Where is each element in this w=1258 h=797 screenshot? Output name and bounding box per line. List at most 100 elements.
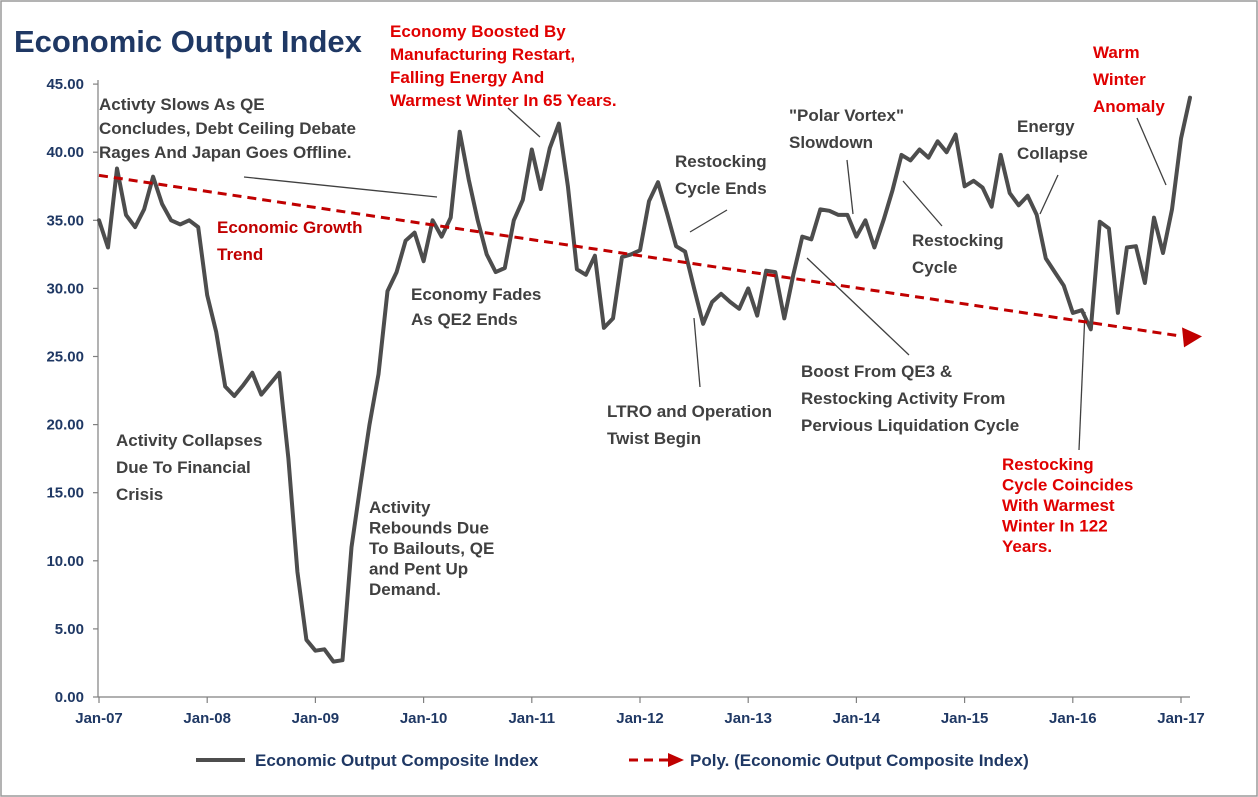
x-tick-label: Jan-12 <box>616 710 664 727</box>
legend-item-poly-trend: Poly. (Economic Output Composite Index) <box>629 751 1029 770</box>
y-tick-label: 35.00 <box>46 212 84 229</box>
annotation-leader-line <box>1078 311 1086 451</box>
annotation-line: Pervious Liquidation Cycle <box>801 416 1019 435</box>
annotation-leader-line <box>806 257 910 356</box>
annotation-line: Winter In 122 <box>1002 517 1108 536</box>
annotation-restocking-cycle: Restocking Cycle <box>912 231 1004 277</box>
y-tick-label: 5.00 <box>55 621 84 638</box>
annotation-line: Winter <box>1093 70 1146 89</box>
annotation-line: Rebounds Due <box>369 519 489 538</box>
legend-item-composite-index: Economic Output Composite Index <box>196 751 539 770</box>
annotations: Economy Boosted By Manufacturing Restart,… <box>99 22 1165 599</box>
annotation-line: Due To Financial <box>116 458 251 477</box>
annotation-line: Activity Collapses <box>116 431 262 450</box>
annotation-restocking-ends: Restocking Cycle Ends <box>675 152 767 198</box>
annotation-leader-line <box>1039 174 1059 215</box>
annotation-polar-vortex: "Polar Vortex" Slowdown <box>789 106 904 152</box>
annotation-qe3: Boost From QE3 & Restocking Activity From… <box>801 362 1019 435</box>
x-tick-label: Jan-08 <box>183 710 231 727</box>
x-tick-label: Jan-09 <box>292 710 340 727</box>
x-tick-label: Jan-15 <box>941 710 989 727</box>
annotation-line: Activity <box>369 498 431 517</box>
y-tick-label: 25.00 <box>46 349 84 366</box>
annotation-energy-collapse: Energy Collapse <box>1017 117 1088 163</box>
annotation-line: Energy <box>1017 117 1075 136</box>
x-tick-label: Jan-13 <box>724 710 772 727</box>
y-axis-ticks: 0.00 5.00 10.00 15.00 20.00 25.00 30.00 35.00 40… <box>46 76 98 706</box>
chart-title: Economic Output Index <box>14 24 363 59</box>
annotation-leader-line <box>507 107 541 138</box>
annotation-leader-line <box>1136 117 1167 186</box>
x-tick-label: Jan-07 <box>75 710 123 727</box>
annotation-line: Twist Begin <box>607 429 701 448</box>
y-tick-label: 40.00 <box>46 144 84 161</box>
series-line-economic-output <box>97 95 1192 664</box>
annotation-line: Demand. <box>369 580 441 599</box>
annotation-line: Slowdown <box>789 133 873 152</box>
x-tick-label: Jan-11 <box>508 710 555 727</box>
annotation-line: Restocking <box>675 152 767 171</box>
annotation-line: Concludes, Debt Ceiling Debate <box>99 119 356 138</box>
annotation-leaders <box>243 107 1167 451</box>
annotation-line: Manufacturing Restart, <box>390 45 575 64</box>
legend-arrowhead <box>668 753 684 767</box>
annotation-line: Restocking Activity From <box>801 389 1005 408</box>
annotation-leader-line <box>689 209 728 233</box>
annotation-line: Falling Energy And <box>390 68 544 87</box>
annotation-line: Activty Slows As QE <box>99 95 265 114</box>
annotation-line: Anomaly <box>1093 97 1165 116</box>
trend-arrowhead <box>1182 327 1203 348</box>
y-tick-label: 10.00 <box>46 553 84 570</box>
y-tick-label: 30.00 <box>46 280 84 297</box>
trend-line <box>98 173 1179 338</box>
legend-label: Economic Output Composite Index <box>255 751 539 770</box>
y-tick-label: 0.00 <box>55 689 84 706</box>
annotation-line: Rages And Japan Goes Offline. <box>99 143 352 162</box>
y-tick-label: 45.00 <box>46 76 84 93</box>
annotation-line: To Bailouts, QE <box>369 539 494 558</box>
x-axis-ticks: Jan-07 Jan-08 Jan-09 Jan-10 Jan-11 Jan-12 Jan-… <box>75 697 1205 727</box>
annotation-line: Crisis <box>116 485 163 504</box>
annotation-line: Years. <box>1002 537 1052 556</box>
annotation-boosted: Economy Boosted By Manufacturing Restart,… <box>390 22 617 110</box>
annotation-line: Boost From QE3 & <box>801 362 952 381</box>
annotation-line: Collapse <box>1017 144 1088 163</box>
annotation-line: LTRO and Operation <box>607 402 772 421</box>
annotation-line: Restocking <box>1002 455 1094 474</box>
annotation-line: Warmest Winter In 65 Years. <box>390 91 617 110</box>
annotation-line: Restocking <box>912 231 1004 250</box>
x-tick-label: Jan-14 <box>833 710 881 727</box>
annotation-line: Cycle <box>912 258 957 277</box>
y-tick-label: 20.00 <box>46 417 84 434</box>
legend: Economic Output Composite Index Poly. (Ec… <box>196 751 1029 770</box>
legend-label: Poly. (Economic Output Composite Index) <box>690 751 1029 770</box>
annotation-line: As QE2 Ends <box>411 310 518 329</box>
annotation-growth-trend: Economic Growth Trend <box>217 218 362 264</box>
annotation-qe2-ends: Economy Fades As QE2 Ends <box>411 285 541 329</box>
annotation-line: Trend <box>217 245 263 264</box>
annotation-line: Cycle Coincides <box>1002 476 1133 495</box>
annotation-leader-line <box>693 317 701 388</box>
y-tick-label: 15.00 <box>46 485 84 502</box>
annotation-line: Economy Fades <box>411 285 541 304</box>
annotation-line: and Pent Up <box>369 560 468 579</box>
annotation-line: With Warmest <box>1002 496 1115 515</box>
annotation-qe-concludes: Activty Slows As QE Concludes, Debt Ceili… <box>99 95 356 162</box>
annotation-ltro: LTRO and Operation Twist Begin <box>607 402 772 448</box>
annotation-warm-winter: Warm Winter Anomaly <box>1093 43 1165 116</box>
annotation-line: Warm <box>1093 43 1140 62</box>
annotation-line: "Polar Vortex" <box>789 106 904 125</box>
x-tick-label: Jan-17 <box>1157 710 1205 727</box>
annotation-line: Cycle Ends <box>675 179 767 198</box>
x-tick-label: Jan-10 <box>400 710 448 727</box>
annotation-financial-crisis: Activity Collapses Due To Financial Crisis <box>116 431 262 504</box>
annotation-line: Economic Growth <box>217 218 362 237</box>
annotation-leader-line <box>243 176 438 198</box>
plot-area <box>97 95 1203 664</box>
x-tick-label: Jan-16 <box>1049 710 1097 727</box>
